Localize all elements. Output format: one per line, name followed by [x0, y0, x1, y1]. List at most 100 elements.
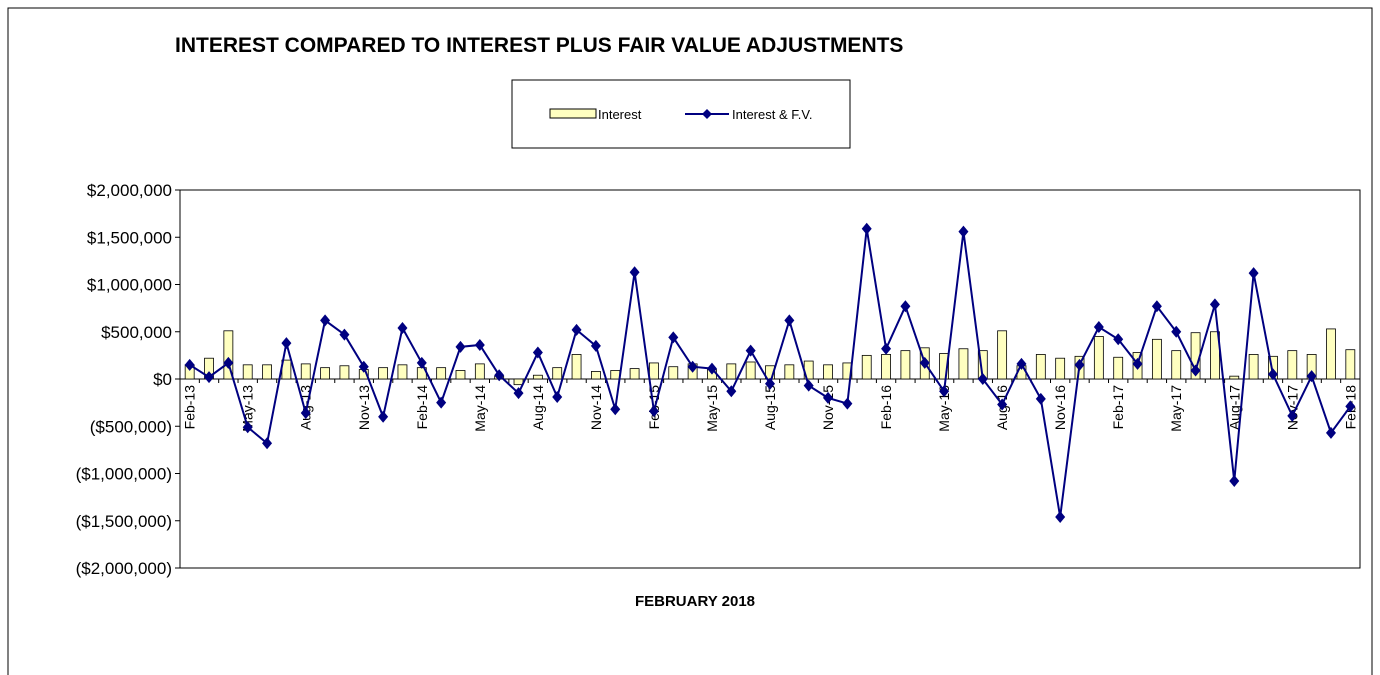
- marker: [1287, 409, 1298, 422]
- marker: [358, 360, 369, 373]
- x-tick-label: May-15: [704, 385, 720, 432]
- marker: [1229, 475, 1240, 488]
- y-tick-label: ($2,000,000): [76, 559, 172, 578]
- marker: [784, 314, 795, 327]
- bar: [339, 365, 350, 380]
- marker: [436, 396, 447, 409]
- marker: [1035, 392, 1046, 405]
- bar: [1113, 356, 1124, 380]
- chart-frame: [7, 7, 1373, 675]
- bar: [378, 367, 389, 380]
- bar: [242, 364, 253, 380]
- y-tick-label: $0: [153, 370, 172, 389]
- marker: [1171, 325, 1182, 338]
- marker: [706, 362, 717, 375]
- bar: [726, 363, 737, 380]
- marker: [861, 222, 872, 235]
- y-tick-label: $1,500,000: [87, 228, 172, 247]
- marker: [977, 373, 988, 385]
- marker: [668, 331, 679, 344]
- marker: [571, 323, 582, 336]
- marker: [958, 225, 969, 238]
- y-tick-label: $500,000: [101, 323, 172, 342]
- x-tick-label: Aug-14: [530, 385, 546, 430]
- bar: [823, 364, 833, 380]
- x-tick-label: Nov-15: [820, 385, 836, 430]
- bar: [649, 362, 659, 380]
- bar: [1229, 375, 1240, 380]
- legend-marker: [702, 109, 712, 119]
- x-tick-label: Feb-17: [1110, 385, 1126, 430]
- x-tick-label: May-17: [1168, 385, 1184, 432]
- marker: [610, 403, 621, 416]
- marker: [1306, 370, 1317, 383]
- marker: [881, 342, 892, 355]
- marker: [204, 371, 215, 384]
- marker: [262, 437, 273, 450]
- marker: [1074, 358, 1085, 371]
- marker: [1267, 368, 1278, 381]
- bar: [610, 370, 621, 380]
- bar: [1035, 354, 1046, 380]
- bar: [591, 371, 601, 380]
- x-tick-label: May-16: [936, 385, 952, 432]
- legend-label: Interest & F.V.: [732, 107, 812, 122]
- x-axis-label: FEBRUARY 2018: [635, 593, 755, 610]
- bar: [629, 368, 640, 380]
- marker: [939, 385, 950, 398]
- marker: [687, 360, 698, 373]
- bar: [900, 350, 911, 380]
- y-tick-label: ($1,500,000): [76, 512, 172, 531]
- marker: [765, 377, 775, 390]
- marker: [455, 340, 466, 353]
- legend-label: Interest: [598, 107, 642, 122]
- bar: [474, 363, 485, 380]
- marker: [823, 391, 834, 404]
- marker: [281, 337, 292, 350]
- marker: [1093, 321, 1104, 334]
- marker: [513, 387, 524, 400]
- chart-title: INTEREST COMPARED TO INTEREST PLUS FAIR …: [175, 34, 903, 57]
- marker: [648, 405, 659, 418]
- bar: [552, 367, 563, 380]
- marker: [494, 369, 505, 382]
- bar: [513, 378, 524, 386]
- marker: [300, 407, 311, 420]
- marker: [726, 385, 737, 398]
- bar: [668, 366, 679, 380]
- y-tick-label: ($500,000): [90, 417, 172, 436]
- marker: [378, 410, 389, 423]
- marker: [339, 328, 350, 341]
- marker: [590, 339, 601, 352]
- marker: [416, 356, 427, 369]
- bar: [745, 361, 756, 380]
- marker: [1016, 357, 1027, 370]
- x-tick-label: Feb-14: [414, 385, 430, 430]
- marker: [1345, 400, 1356, 413]
- bar: [958, 348, 969, 380]
- marker: [223, 356, 234, 369]
- bar: [532, 374, 543, 380]
- y-tick-label: ($1,000,000): [76, 465, 172, 484]
- bar: [1093, 336, 1104, 380]
- marker: [1248, 267, 1259, 280]
- bar: [1151, 338, 1162, 380]
- x-tick-label: Feb-16: [878, 385, 894, 430]
- marker: [474, 338, 485, 351]
- marker: [397, 321, 408, 334]
- x-tick-label: May-14: [472, 385, 488, 432]
- bar: [1210, 331, 1220, 380]
- bar: [1171, 350, 1182, 380]
- bar: [1248, 354, 1259, 380]
- marker: [919, 356, 930, 369]
- bar: [262, 364, 272, 380]
- marker: [1209, 298, 1220, 311]
- marker: [184, 358, 195, 371]
- bar: [320, 367, 330, 380]
- marker: [745, 344, 756, 357]
- marker: [997, 398, 1008, 411]
- bar: [997, 330, 1008, 380]
- bar: [1287, 350, 1298, 380]
